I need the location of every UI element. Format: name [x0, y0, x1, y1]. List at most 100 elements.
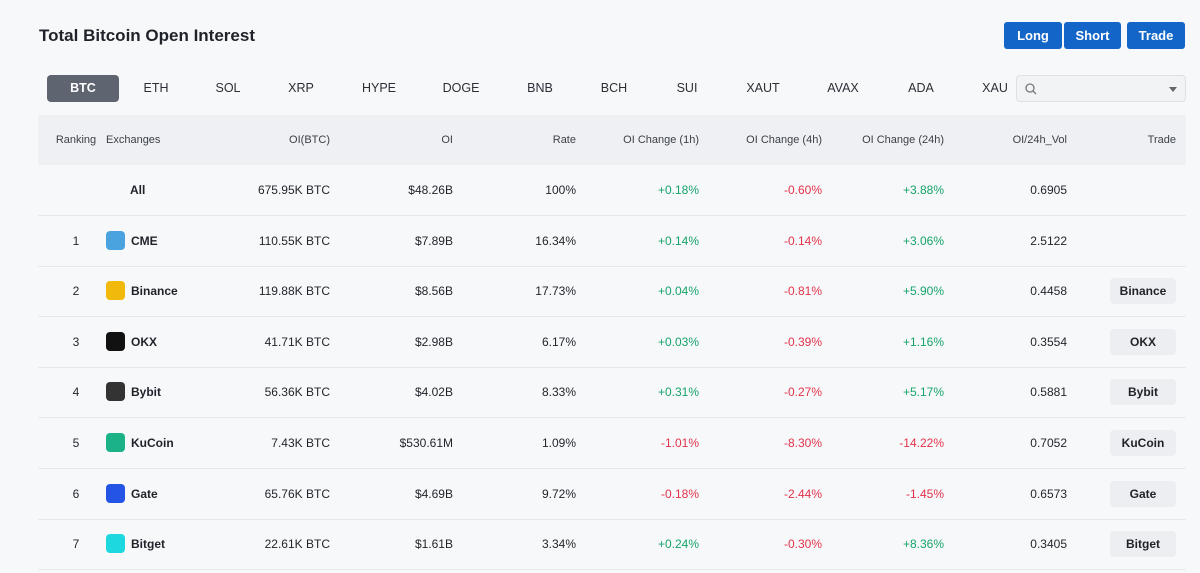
table-row: 7 Bitget 22.61K BTC $1.61B 3.34% +0.24% -0.30%… [38, 519, 1186, 571]
table-header: Ranking Exchanges OI(BTC) OI Rate OI Change (… [38, 115, 1186, 165]
change-1h-cell: +0.24% [657, 537, 699, 552]
coin-tab[interactable]: HYPE [361, 81, 397, 95]
oi-btc-cell: 110.55K BTC [258, 233, 330, 248]
change-4h-cell: -0.60% [783, 183, 822, 197]
trade-button[interactable]: Binance [1110, 278, 1176, 305]
oi-cell: $2.98B [414, 334, 453, 349]
oi-24h-vol-cell: 0.6573 [1030, 486, 1067, 501]
change-1h-cell: -1.01% [660, 436, 699, 450]
rank-cell: 3 [72, 334, 80, 349]
oi-cell: $8.56B [414, 284, 453, 299]
exchange-icon [106, 230, 125, 250]
column-header: Ranking [55, 134, 97, 146]
change-1h-cell: +0.18% [657, 183, 699, 197]
rank-cell: 1 [72, 233, 80, 248]
column-header: Exchanges [106, 134, 161, 146]
change-24h-cell: -1.45% [905, 486, 944, 501]
table-row: 4 Bybit 56.36K BTC $4.02B 8.33% +0.31% -0.27% +… [38, 367, 1186, 419]
exchange-icon [106, 534, 125, 554]
oi-btc-cell: 7.43K BTC [271, 436, 330, 450]
trade-button[interactable]: Bybit [1110, 379, 1176, 406]
dropdown-arrow [1169, 87, 1177, 92]
change-1h-cell: -0.18% [660, 486, 699, 501]
rate-cell: 8.33% [541, 385, 576, 400]
oi-btc-cell: 119.88K BTC [258, 284, 330, 299]
exchange-cell: KuCoin [131, 436, 174, 450]
coin-tab[interactable]: DOGE [442, 81, 480, 95]
action-button[interactable]: Long [1004, 22, 1062, 49]
change-24h-cell: +1.16% [902, 334, 944, 349]
change-1h-cell: +0.04% [657, 284, 699, 299]
coin-tab[interactable]: ADA [908, 81, 934, 95]
oi-24h-vol-cell: 0.7052 [1030, 436, 1067, 450]
coin-tab[interactable]: BCH [600, 81, 628, 95]
coin-tab[interactable]: BNB [527, 81, 553, 95]
exchange-icon [106, 483, 125, 503]
rate-cell: 1.09% [541, 436, 576, 450]
oi-btc-cell: 41.71K BTC [264, 334, 330, 349]
column-header: OI Change (1h) [623, 134, 699, 146]
rate-cell: 6.17% [541, 334, 576, 349]
coin-tab[interactable]: XAU [982, 81, 1008, 95]
column-header: OI Change (24h) [862, 134, 944, 146]
rate-cell: 100% [545, 183, 576, 197]
oi-24h-vol-cell: 0.3405 [1030, 537, 1067, 552]
exchange-cell: Gate [131, 486, 158, 501]
oi-btc-cell: 65.76K BTC [264, 486, 330, 501]
change-4h-cell: -0.39% [783, 334, 822, 349]
table-row: 5 KuCoin 7.43K BTC $530.61M 1.09% -1.01% -8.30… [38, 418, 1186, 469]
column-header: OI/24h_Vol [1012, 134, 1067, 146]
oi-cell: $48.26B [408, 183, 453, 197]
exchange-icon [106, 433, 125, 452]
table-row: 1 CME 110.55K BTC $7.89B 16.34% +0.14% -0.14% +… [38, 216, 1186, 267]
trade-button[interactable]: Gate [1110, 480, 1176, 507]
oi-24h-vol-cell: 2.5122 [1030, 233, 1067, 248]
change-4h-cell: -0.81% [783, 284, 822, 299]
coin-tab[interactable]: XAUT [746, 81, 780, 95]
column-header: OI Change (4h) [746, 134, 822, 146]
rate-cell: 16.34% [535, 233, 576, 248]
oi-cell: $530.61M [399, 436, 453, 450]
exchange-cell: Bybit [131, 385, 161, 400]
change-24h-cell: +8.36% [902, 537, 944, 552]
coin-tab[interactable]: SUI [676, 81, 698, 95]
column-header: Trade [1147, 134, 1176, 146]
column-header: OI(BTC) [289, 134, 330, 146]
oi-cell: $4.02B [414, 385, 453, 400]
oi-24h-vol-cell: 0.5881 [1030, 385, 1067, 400]
table-row: 3 OKX 41.71K BTC $2.98B 6.17% +0.03% -0.39% +1.… [38, 317, 1186, 368]
exchange-icon [106, 281, 125, 301]
coin-tab[interactable]: SOL [215, 81, 241, 95]
column-header: Rate [552, 134, 576, 146]
rank-cell: 5 [72, 436, 80, 450]
oi-cell: $7.89B [414, 233, 453, 248]
trade-button[interactable]: OKX [1110, 328, 1176, 355]
change-24h-cell: +5.17% [902, 385, 944, 400]
table-row: All 675.95K BTC $48.26B 100% +0.18% -0.60% +3.… [38, 165, 1186, 216]
oi-btc-cell: 22.61K BTC [264, 537, 330, 552]
change-1h-cell: +0.31% [657, 385, 699, 400]
action-button[interactable]: Trade [1127, 22, 1185, 49]
change-1h-cell: +0.03% [657, 334, 699, 349]
oi-btc-cell: 675.95K BTC [257, 183, 330, 197]
search-icon [1025, 83, 1037, 95]
change-4h-cell: -2.44% [783, 486, 822, 501]
trade-button[interactable]: KuCoin [1110, 430, 1176, 456]
exchange-cell: OKX [131, 334, 158, 349]
coin-tab[interactable]: AVAX [827, 81, 859, 95]
change-4h-cell: -0.30% [783, 537, 822, 552]
trade-button[interactable]: Bitget [1110, 531, 1176, 558]
coin-tab[interactable]: XRP [288, 81, 314, 95]
oi-cell: $1.61B [414, 537, 453, 552]
coin-tab[interactable]: BTC [47, 75, 119, 102]
coin-tab[interactable]: ETH [143, 81, 169, 95]
oi-24h-vol-cell: 0.4458 [1030, 284, 1067, 299]
change-4h-cell: -0.27% [783, 385, 822, 400]
change-24h-cell: -14.22% [899, 436, 944, 450]
exchange-cell: Binance [131, 284, 178, 299]
action-button[interactable]: Short [1064, 22, 1121, 49]
exchange-cell: All [130, 183, 146, 197]
search-box[interactable] [1016, 75, 1186, 102]
change-24h-cell: +3.88% [902, 183, 944, 197]
